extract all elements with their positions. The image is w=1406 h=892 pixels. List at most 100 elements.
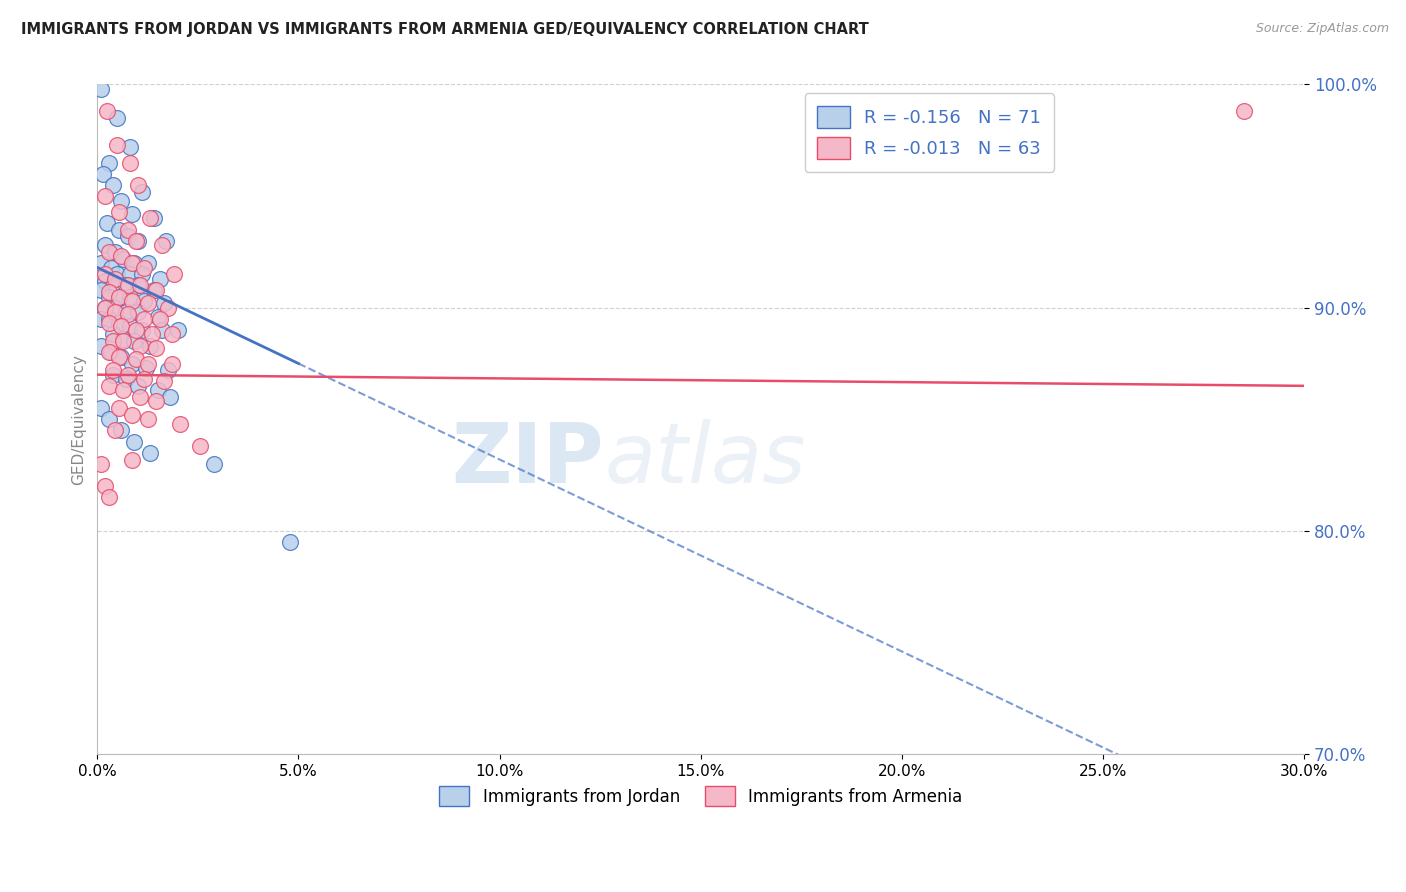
Point	[108, 289, 131, 303]
Point	[98, 491, 121, 505]
Point	[155, 234, 177, 248]
Y-axis label: GED/Equivalency: GED/Equivalency	[72, 354, 86, 484]
Legend: Immigrants from Jordan, Immigrants from Armenia: Immigrants from Jordan, Immigrants from …	[433, 780, 969, 813]
Point	[117, 222, 139, 236]
Text: ZIP: ZIP	[451, 419, 605, 500]
Point	[124, 234, 146, 248]
Point	[131, 267, 153, 281]
Point	[107, 267, 129, 281]
Point	[145, 394, 167, 409]
Point	[96, 216, 118, 230]
Point	[117, 307, 139, 321]
Point	[108, 316, 131, 330]
Point	[149, 311, 172, 326]
Point	[127, 278, 149, 293]
Point	[122, 434, 145, 449]
Point	[117, 278, 139, 293]
Point	[132, 293, 155, 308]
Point	[150, 323, 173, 337]
Point	[128, 278, 150, 293]
Point	[114, 372, 136, 386]
Text: Source: ZipAtlas.com: Source: ZipAtlas.com	[1256, 22, 1389, 36]
Point	[94, 301, 117, 315]
Point	[98, 285, 121, 299]
Point	[166, 323, 188, 337]
Point	[114, 278, 136, 293]
Point	[127, 379, 149, 393]
Point	[121, 408, 143, 422]
Point	[94, 267, 117, 281]
Point	[127, 234, 149, 248]
Point	[152, 296, 174, 310]
Point	[127, 305, 149, 319]
Point	[110, 350, 132, 364]
Point	[128, 339, 150, 353]
Point	[98, 379, 121, 393]
Point	[124, 352, 146, 367]
Point	[163, 267, 186, 281]
Text: IMMIGRANTS FROM JORDAN VS IMMIGRANTS FROM ARMENIA GED/EQUIVALENCY CORRELATION CH: IMMIGRANTS FROM JORDAN VS IMMIGRANTS FRO…	[21, 22, 869, 37]
Point	[280, 535, 302, 549]
Point	[118, 155, 141, 169]
Point	[112, 332, 135, 346]
Point	[98, 244, 121, 259]
Point	[90, 339, 112, 353]
Point	[90, 311, 112, 326]
Point	[118, 318, 141, 333]
Point	[138, 339, 160, 353]
Point	[131, 323, 153, 337]
Point	[118, 267, 141, 281]
Point	[135, 361, 157, 376]
Point	[146, 384, 169, 398]
Point	[94, 274, 117, 288]
Point	[146, 310, 169, 324]
Point	[110, 424, 132, 438]
Point	[104, 244, 127, 259]
Point	[145, 341, 167, 355]
Point	[114, 305, 136, 319]
Point	[104, 424, 127, 438]
Point	[121, 293, 143, 308]
Point	[108, 350, 131, 364]
Point	[1233, 104, 1256, 119]
Point	[98, 412, 121, 426]
Point	[136, 256, 159, 270]
Point	[152, 375, 174, 389]
Point	[145, 283, 167, 297]
Point	[108, 401, 131, 416]
Point	[98, 316, 121, 330]
Point	[107, 137, 129, 152]
Point	[112, 334, 135, 348]
Point	[188, 439, 211, 453]
Point	[159, 390, 181, 404]
Point	[121, 357, 143, 371]
Point	[112, 384, 135, 398]
Point	[103, 363, 125, 377]
Point	[98, 345, 121, 359]
Point	[107, 111, 129, 125]
Point	[132, 311, 155, 326]
Point	[90, 256, 112, 270]
Point	[160, 327, 183, 342]
Point	[110, 249, 132, 263]
Point	[94, 189, 117, 203]
Point	[121, 256, 143, 270]
Point	[117, 368, 139, 382]
Point	[108, 222, 131, 236]
Point	[138, 211, 160, 226]
Point	[108, 289, 131, 303]
Point	[118, 289, 141, 303]
Point	[121, 207, 143, 221]
Point	[94, 479, 117, 493]
Point	[122, 334, 145, 348]
Point	[104, 305, 127, 319]
Point	[138, 446, 160, 460]
Point	[94, 238, 117, 252]
Point	[202, 457, 225, 471]
Point	[90, 401, 112, 416]
Point	[90, 283, 112, 297]
Point	[98, 155, 121, 169]
Point	[142, 211, 165, 226]
Point	[121, 452, 143, 467]
Point	[117, 229, 139, 244]
